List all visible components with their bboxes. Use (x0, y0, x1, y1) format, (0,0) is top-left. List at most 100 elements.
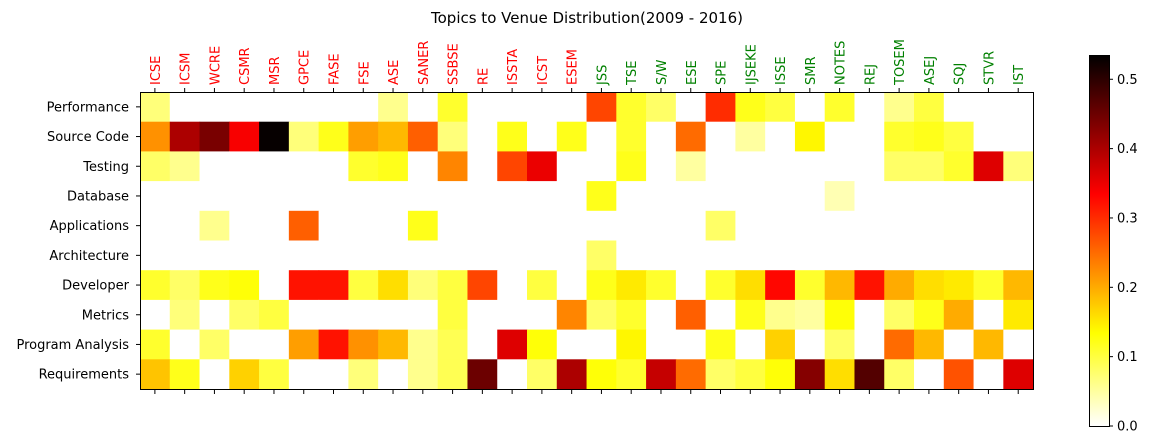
heatmap-cell (527, 92, 558, 123)
heatmap-cell (914, 151, 945, 182)
heatmap-cell (527, 240, 558, 271)
heatmap-cell (199, 210, 230, 242)
heatmap-cell (765, 240, 796, 271)
y-tick-label: Testing (82, 160, 129, 175)
heatmap-cell (586, 359, 617, 390)
heatmap-cell (348, 92, 379, 123)
x-tick-label: ASE (387, 60, 402, 85)
heatmap-cell (288, 329, 320, 360)
x-tick-label: ESE (685, 60, 700, 85)
x-tick-label: ICST (536, 56, 551, 85)
heatmap-cell (824, 240, 856, 271)
heatmap-cell (348, 270, 379, 301)
heatmap-cell (705, 270, 736, 301)
heatmap-cell (884, 240, 915, 271)
heatmap-cell (705, 121, 736, 152)
heatmap-cell (140, 210, 171, 242)
heatmap-cell (765, 210, 796, 242)
heatmap-cell (140, 151, 171, 182)
heatmap-cell (467, 270, 498, 301)
heatmap-cell (646, 240, 677, 271)
x-tick-label: MSR (268, 56, 283, 85)
heatmap-cell (854, 210, 885, 242)
heatmap-cell (407, 92, 439, 123)
heatmap-cell (288, 359, 320, 390)
colorbar-ticks: 0.0 0.1 0.2 0.3 0.4 0.5 (1109, 73, 1138, 435)
heatmap-cell (735, 121, 766, 152)
heatmap-cell (497, 299, 528, 331)
heatmap-cell (140, 299, 171, 331)
heatmap-cell (378, 151, 409, 182)
colorbar-tick-label: 0.1 (1117, 350, 1138, 365)
heatmap-cell (943, 240, 975, 271)
heatmap-cell (705, 210, 736, 242)
heatmap-cell (378, 270, 409, 301)
heatmap-cell (884, 270, 915, 301)
heatmap-cell (259, 299, 290, 331)
heatmap-cell (556, 92, 588, 123)
heatmap-cell (854, 240, 885, 271)
heatmap-cell (467, 210, 498, 242)
y-axis-labels: Performance Source Code Testing Database App… (16, 100, 129, 382)
heatmap-cell (259, 359, 290, 390)
heatmap-cell (735, 240, 766, 271)
heatmap-cell (854, 121, 885, 152)
heatmap-cell (824, 181, 856, 212)
heatmap-cell (318, 299, 349, 331)
heatmap-cell (646, 329, 677, 360)
heatmap-cell (943, 151, 975, 182)
x-tick-label: SSBSE (447, 43, 462, 85)
colorbar-tick-label: 0.4 (1117, 142, 1138, 157)
heatmap-cell (497, 270, 528, 301)
heatmap-cell (169, 329, 201, 360)
heatmap-cell (556, 359, 588, 390)
heatmap-cell (288, 92, 320, 123)
heatmap-cell (854, 359, 885, 390)
x-tick-label: FASE (328, 53, 343, 85)
heatmap-cell (259, 151, 290, 182)
x-tick-label: GPCE (298, 50, 313, 85)
heatmap-cell (407, 121, 439, 152)
heatmap-cell (556, 151, 588, 182)
heatmap-cell (616, 299, 647, 331)
heatmap-cell (259, 181, 290, 212)
heatmap-cell (646, 151, 677, 182)
heatmap-cell (586, 210, 617, 242)
heatmap-cell (318, 181, 349, 212)
colorbar-gradient (1089, 55, 1109, 426)
heatmap-cell (586, 270, 617, 301)
heatmap-cell (437, 270, 469, 301)
heatmap-cell (169, 240, 201, 271)
heatmap-cell (794, 270, 826, 301)
heatmap-cell (318, 92, 349, 123)
heatmap-cell (705, 240, 736, 271)
heatmap-cell (794, 92, 826, 123)
heatmap-cell (765, 151, 796, 182)
y-tick-label: Program Analysis (16, 338, 129, 353)
heatmap-cell (675, 299, 707, 331)
heatmap-cell (140, 270, 171, 301)
heatmap-cell (437, 92, 469, 123)
heatmap-cell (705, 181, 736, 212)
heatmap-cell (407, 329, 439, 360)
heatmap-cell (943, 299, 975, 331)
heatmap-cell (169, 359, 201, 390)
heatmap-cell (765, 121, 796, 152)
y-tick-label: Applications (50, 219, 130, 234)
heatmap-cell (1003, 329, 1034, 360)
x-tick-label: ISSE (774, 56, 789, 85)
heatmap-cell (199, 270, 230, 301)
heatmap-cell (914, 121, 945, 152)
x-tick-label: TSE (625, 61, 640, 86)
y-tick-label: Requirements (39, 368, 130, 383)
heatmap-cell (586, 121, 617, 152)
heatmap-cell (437, 151, 469, 182)
heatmap-cell (824, 121, 856, 152)
heatmap-cell (527, 210, 558, 242)
heatmap-cell (943, 181, 975, 212)
heatmap-cell (229, 359, 260, 390)
heatmap-cell (973, 210, 1004, 242)
heatmap-cell (765, 329, 796, 360)
heatmap-cell (288, 270, 320, 301)
heatmap-cell (794, 181, 826, 212)
